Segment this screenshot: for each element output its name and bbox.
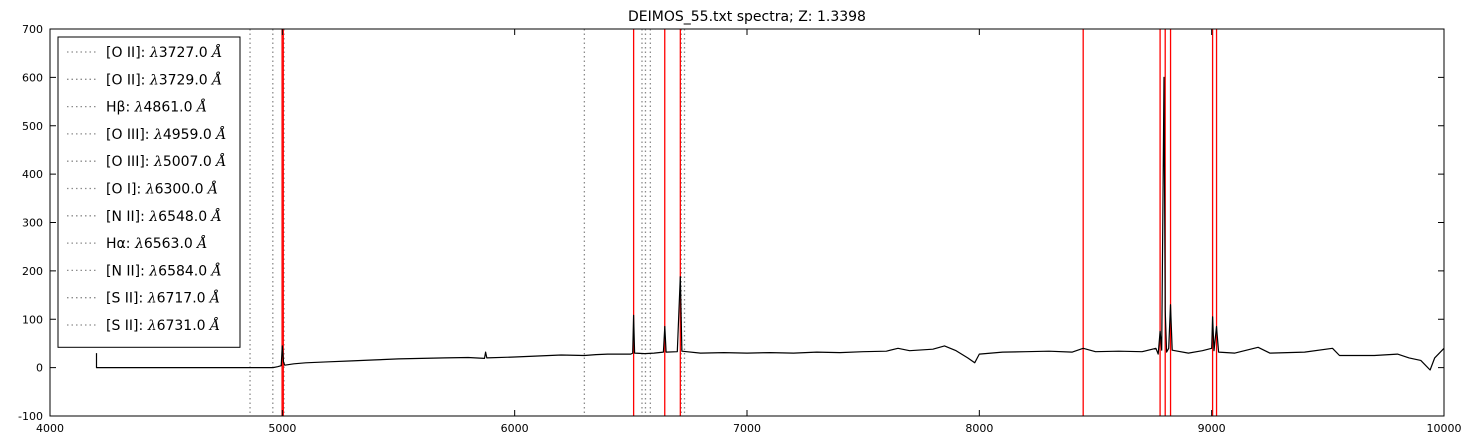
legend-label-9: [S II]: λ6717.0 Å <box>106 289 220 307</box>
x-tick-label-6: 10000 <box>1427 422 1462 435</box>
legend-label-6: [N II]: λ6548.0 Å <box>106 207 222 225</box>
legend-label-1: [O II]: λ3729.0 Å <box>106 70 222 88</box>
x-tick-label-0: 4000 <box>36 422 64 435</box>
y-tick-label-6: 500 <box>22 120 43 133</box>
x-tick-label-5: 9000 <box>1198 422 1226 435</box>
y-tick-label-7: 600 <box>22 71 43 84</box>
legend-label-10: [S II]: λ6731.0 Å <box>106 316 220 334</box>
legend-label-2: Hβ: λ4861.0 Å <box>106 98 207 116</box>
legend-label-0: [O II]: λ3727.0 Å <box>106 43 222 61</box>
x-tick-label-4: 8000 <box>965 422 993 435</box>
y-tick-label-2: 100 <box>22 313 43 326</box>
plot-area: 4000 5000 6000 7000 8000 9000 10000 -100 0 100 200… <box>18 23 1461 435</box>
y-tick-label-4: 300 <box>22 217 43 230</box>
legend-label-3: [O III]: λ4959.0 Å <box>106 125 226 143</box>
legend-label-8: [N II]: λ6584.0 Å <box>106 261 222 279</box>
spectrum-line <box>95 76 1445 371</box>
legend: [O II]: λ3727.0 Å [O II]: λ3729.0 Å Hβ: λ4… <box>57 36 241 348</box>
y-tick-label-8: 700 <box>22 23 43 36</box>
x-tick-label-2: 6000 <box>501 422 529 435</box>
chart-title: DEIMOS_55.txt spectra; Z: 1.3398 <box>628 9 866 25</box>
legend-label-4: [O III]: λ5007.0 Å <box>106 152 226 170</box>
x-tick-label-3: 7000 <box>733 422 761 435</box>
y-tick-label-5: 400 <box>22 168 43 181</box>
y-tick-label-0: -100 <box>18 410 43 423</box>
legend-label-7: Hα: λ6563.0 Å <box>106 234 207 252</box>
legend-box <box>57 36 241 348</box>
legend-label-5: [O I]: λ6300.0 Å <box>106 180 218 198</box>
x-tick-label-1: 5000 <box>268 422 296 435</box>
y-tick-label-1: 0 <box>36 362 43 375</box>
y-tick-label-3: 200 <box>22 265 43 278</box>
